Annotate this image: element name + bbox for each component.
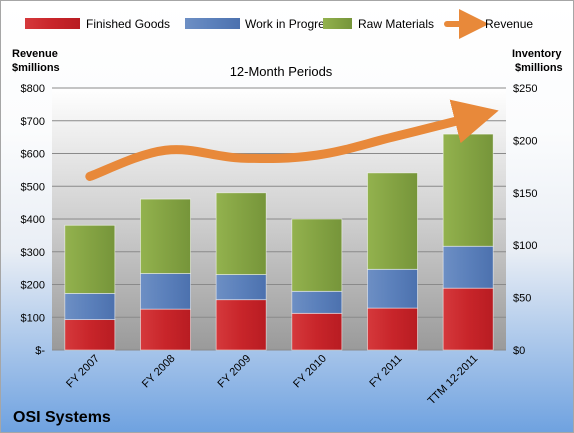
- left-axis-title-line1: Revenue: [12, 48, 58, 60]
- x-tick-label: FY 2008: [140, 353, 178, 391]
- left-tick-label: $700: [21, 116, 45, 128]
- legend-item-work-in-progress: Work in Progress: [185, 17, 337, 31]
- legend: Finished Goods Work in Progress Raw Mate…: [25, 9, 533, 39]
- company-name: OSI Systems: [13, 409, 111, 426]
- legend-item-raw-materials: Raw Materials: [323, 17, 434, 31]
- right-tick-label: $250: [513, 83, 537, 95]
- bar-raw-materials: [442, 133, 494, 247]
- legend-swatch-finished-goods: [25, 18, 80, 29]
- bar-raw-materials: [64, 224, 116, 294]
- right-tick-label: $200: [513, 135, 537, 147]
- bar-work-in-progress: [64, 293, 116, 321]
- right-tick-label: $0: [513, 345, 525, 357]
- left-tick-label: $400: [21, 214, 45, 226]
- right-tick-label: $100: [513, 240, 537, 252]
- left-axis-title-line2: $millions: [12, 62, 60, 74]
- bar-work-in-progress: [215, 274, 267, 301]
- bar-finished-goods: [64, 319, 116, 351]
- bar-work-in-progress: [442, 245, 494, 289]
- x-axis-ticks: FY 2007 FY 2008 FY 2009 FY 2010 FY 2011 TTM 1…: [64, 353, 480, 408]
- left-tick-label: $600: [21, 149, 45, 161]
- bar-finished-goods: [215, 299, 267, 351]
- left-tick-label: $800: [21, 83, 45, 95]
- right-tick-label: $50: [513, 293, 531, 305]
- legend-item-revenue: Revenue: [444, 9, 533, 39]
- right-axis-title-line2: $millions: [515, 62, 563, 74]
- right-axis-ticks: $0 $50 $100 $150 $200 $250: [513, 83, 537, 357]
- x-tick-label: FY 2007: [64, 353, 102, 391]
- left-tick-label: $500: [21, 181, 45, 193]
- legend-item-finished-goods: Finished Goods: [25, 17, 170, 31]
- bar-finished-goods: [291, 312, 343, 351]
- bar-raw-materials: [215, 192, 267, 275]
- bar-raw-materials: [140, 198, 191, 274]
- bar-finished-goods: [140, 308, 191, 351]
- right-axis-title-line1: Inventory: [512, 48, 562, 60]
- revenue-line: [85, 99, 499, 181]
- left-axis-ticks: $- $100 $200 $300 $400 $500 $600 $700 $800: [21, 83, 46, 357]
- left-tick-label: $200: [21, 280, 45, 292]
- bar-raw-materials: [291, 218, 343, 292]
- right-tick-label: $150: [513, 188, 537, 200]
- gridlines: [52, 87, 506, 351]
- x-tick-label: FY 2009: [216, 353, 254, 391]
- left-tick-label: $-: [35, 345, 45, 357]
- bar-finished-goods: [442, 287, 494, 351]
- bar-work-in-progress: [291, 290, 343, 314]
- bar-raw-materials: [367, 172, 418, 270]
- bars: [64, 133, 494, 351]
- legend-swatch-work-in-progress: [185, 18, 240, 29]
- x-tick-label: FY 2010: [291, 353, 329, 391]
- left-tick-label: $300: [21, 247, 45, 259]
- legend-label-finished-goods: Finished Goods: [86, 17, 170, 31]
- legend-label-raw-materials: Raw Materials: [358, 17, 434, 31]
- bar-work-in-progress: [140, 273, 191, 310]
- legend-label-revenue: Revenue: [485, 17, 533, 31]
- legend-label-work-in-progress: Work in Progress: [245, 17, 337, 31]
- chart-subtitle: 12-Month Periods: [230, 64, 333, 79]
- left-tick-label: $100: [21, 312, 45, 324]
- legend-swatch-raw-materials: [323, 18, 352, 29]
- x-tick-label: TTM 12-2011: [426, 353, 481, 408]
- x-tick-label: FY 2011: [367, 353, 404, 390]
- bar-finished-goods: [367, 307, 418, 351]
- bar-work-in-progress: [367, 268, 418, 309]
- revenue-series: [85, 99, 499, 181]
